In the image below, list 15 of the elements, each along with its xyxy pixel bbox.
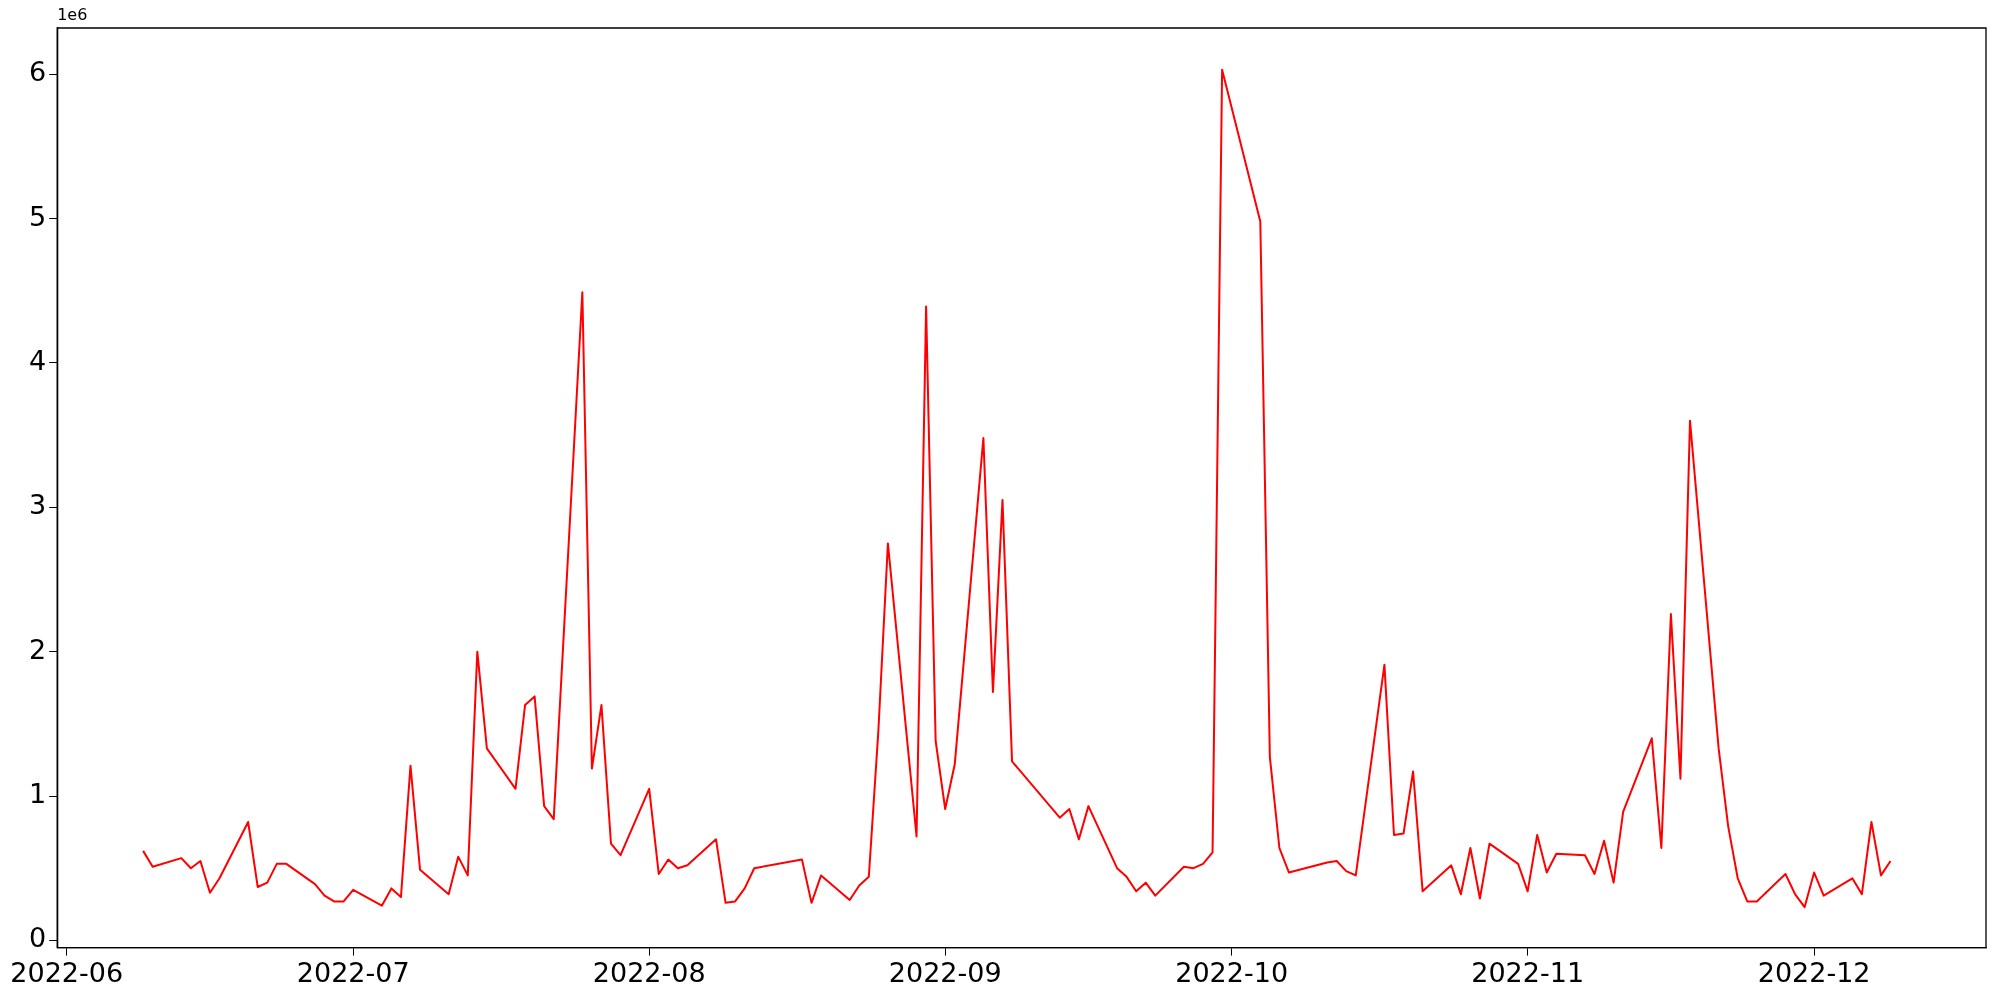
y-tick-label: 1	[28, 778, 47, 810]
text: 1e6	[57, 5, 88, 25]
x-tick-label: 2022-08	[592, 956, 706, 988]
y-tick-label: 3	[28, 489, 47, 521]
x-tick-label: 2022-06	[10, 956, 124, 988]
x-tick-label: 2022-12	[1757, 956, 1871, 988]
x-tick-label: 2022-10	[1175, 956, 1289, 988]
x-tick-label: 2022-07	[296, 956, 410, 988]
y-tick-label: 2	[28, 633, 47, 665]
y-tick-label: 4	[28, 344, 47, 376]
x-tick-label: 2022-09	[888, 956, 1002, 988]
y-tick-label: 5	[28, 200, 47, 232]
y-tick-label: 0	[28, 922, 47, 954]
y-tick-label: 6	[28, 56, 47, 88]
x-tick-label: 2022-11	[1471, 956, 1585, 988]
